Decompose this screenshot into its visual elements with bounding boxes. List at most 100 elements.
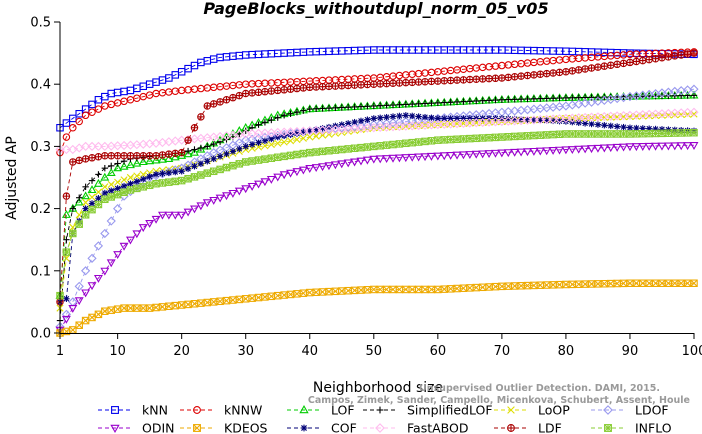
- point-FastABOD-39: [298, 126, 308, 136]
- point-LDF-2: [62, 192, 71, 200]
- point-INFLO-99: [683, 129, 692, 137]
- point-FastABOD-6: [87, 141, 97, 152]
- legend-item-LDF: LDF: [494, 421, 562, 434]
- point-KDEOS-76: [536, 281, 545, 289]
- point-LDOF-100: [689, 84, 699, 94]
- point-LDF-93: [645, 55, 653, 64]
- legend-item-LoOP: LoOP: [494, 403, 570, 418]
- y-tick-label-0.4: 0.4: [30, 78, 51, 93]
- point-COF-48: [357, 117, 365, 125]
- point-FastABOD-10: [113, 141, 123, 151]
- point-ODIN-59: [426, 152, 436, 161]
- point-ODIN-65: [465, 151, 475, 159]
- point-COF-22: [191, 163, 198, 170]
- point-LDF-69: [491, 74, 500, 83]
- point-COF-32: [255, 139, 262, 146]
- point-COF-82: [575, 119, 582, 126]
- point-COF-10: [114, 185, 121, 192]
- legend-label-COF: COF: [331, 421, 357, 434]
- point-INFLO-77: [542, 131, 551, 139]
- point-INFLO-71: [504, 133, 513, 141]
- point-SimplifiedLOF-81: [569, 94, 576, 101]
- point-COF-31: [248, 141, 256, 148]
- point-ODIN-7: [93, 274, 103, 283]
- point-KDEOS-3: [69, 326, 77, 334]
- point-KDEOS-94: [651, 279, 660, 287]
- point-LDF-35: [273, 86, 282, 95]
- point-kNN-3: [69, 114, 77, 123]
- point-ODIN-75: [529, 147, 539, 156]
- point-ODIN-76: [535, 147, 545, 156]
- point-INFLO-14: [139, 183, 148, 191]
- point-INFLO-8: [101, 195, 109, 204]
- point-ODIN-72: [510, 148, 520, 157]
- point-INFLO-79: [555, 130, 564, 139]
- point-FastABOD-12: [125, 140, 136, 150]
- point-FastABOD-35: [273, 127, 283, 138]
- point-INFLO-74: [523, 132, 532, 140]
- point-LDF-77: [542, 69, 551, 78]
- x-tick-label-20: 20: [173, 344, 190, 359]
- axes: 1 10 20 30 40 50 60 70 80 90 100 0.0 0.1 0.2 0.3 0.4 0.5: [30, 16, 702, 360]
- point-ODIN-52: [382, 155, 392, 164]
- point-ODIN-100: [689, 142, 699, 150]
- series-FastABOD: [55, 107, 699, 155]
- point-FastABOD-53: [388, 122, 398, 132]
- point-kNNW-7: [94, 105, 103, 113]
- point-ODIN-4: [74, 297, 84, 306]
- point-kNN-7: [94, 96, 103, 104]
- point-FastABOD-50: [369, 123, 379, 133]
- point-COF-17: [159, 170, 166, 177]
- point-FastABOD-7: [93, 141, 104, 152]
- point-SimplifiedLOF-68: [485, 97, 493, 104]
- series-KDEOS: [56, 279, 698, 337]
- y-axis-label: Adjusted AP: [4, 136, 20, 220]
- point-COF-29: [236, 145, 243, 153]
- point-FastABOD-68: [484, 117, 494, 127]
- point-SimplifiedLOF-39: [300, 107, 307, 114]
- point-INFLO-69: [491, 133, 500, 142]
- point-FastABOD-91: [631, 110, 641, 120]
- point-COF-21: [184, 165, 192, 172]
- point-INFLO-51: [376, 142, 384, 150]
- point-ODIN-31: [247, 182, 257, 191]
- point-LoOP-12: [126, 173, 135, 182]
- point-INFLO-30: [241, 158, 250, 166]
- legend-label-KDEOS: KDEOS: [224, 421, 268, 434]
- point-FastABOD-99: [682, 107, 693, 118]
- point-KDEOS-32: [254, 293, 263, 302]
- point-LDF-57: [414, 78, 423, 86]
- point-INFLO-62: [446, 135, 455, 144]
- point-FastABOD-15: [145, 139, 155, 149]
- point-LDF-58: [421, 77, 429, 86]
- point-ODIN-63: [452, 151, 462, 160]
- point-ODIN-80: [561, 146, 571, 155]
- point-ODIN-78: [548, 147, 558, 155]
- point-INFLO-2: [62, 248, 71, 256]
- point-LoOP-42: [318, 131, 327, 139]
- point-LoOP-40: [306, 133, 314, 141]
- point-INFLO-10: [113, 190, 122, 199]
- point-FastABOD-71: [503, 116, 513, 126]
- point-LDF-25: [209, 100, 218, 108]
- legend-item-kNNW: kNNW: [180, 403, 262, 418]
- point-FastABOD-40: [305, 126, 315, 136]
- point-ODIN-10: [113, 251, 123, 260]
- point-ODIN-32: [254, 180, 263, 189]
- point-INFLO-76: [536, 131, 545, 139]
- point-LDF-17: [158, 151, 167, 159]
- point-INFLO-53: [389, 140, 397, 149]
- point-LDF-7: [94, 153, 103, 161]
- point-SimplifiedLOF-62: [447, 99, 454, 106]
- point-ODIN-3: [68, 305, 78, 313]
- point-LDF-94: [651, 54, 660, 63]
- point-kNNW-6: [88, 108, 96, 116]
- point-SimplifiedLOF-8: [101, 164, 109, 172]
- point-SimplifiedLOF-42: [319, 105, 326, 112]
- point-INFLO-55: [402, 139, 410, 148]
- point-ODIN-94: [651, 142, 661, 151]
- legend-item-ODIN: ODIN: [98, 421, 175, 434]
- point-INFLO-38: [293, 150, 301, 159]
- point-INFLO-70: [498, 133, 506, 141]
